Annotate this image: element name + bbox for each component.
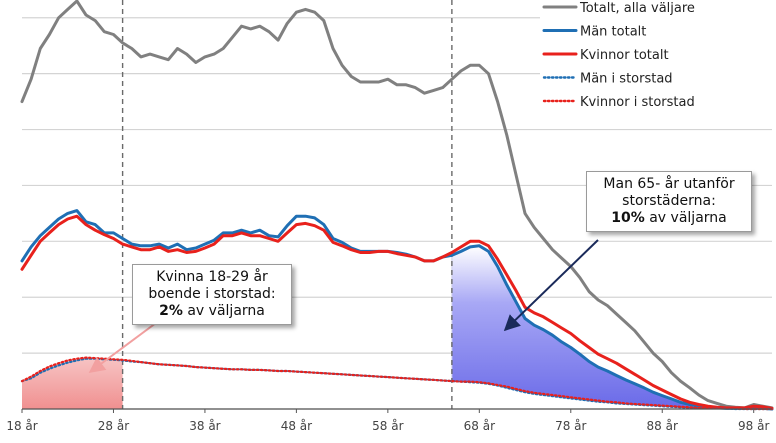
x-tick-label: 18 år: [6, 419, 37, 433]
women-callout-rest: av väljarna: [182, 303, 265, 319]
men-callout-line1: Man 65- år utanför: [603, 176, 735, 192]
vertical-markers: [121, 0, 453, 409]
series-line-kvinnor-i-storstad: [20, 356, 774, 411]
legend-label: Män totalt: [580, 25, 646, 40]
x-tick-label: 98 år: [738, 419, 769, 433]
legend: Totalt, alla väljare Män totalt Kvinnor to…: [540, 0, 776, 113]
x-tick-label: 48 år: [281, 419, 312, 433]
men-callout-rest: av väljarna: [644, 210, 727, 226]
series-lines: [20, 0, 774, 411]
x-tick-label: 58 år: [372, 419, 403, 433]
callout-arrows: [88, 239, 599, 373]
legend-label: Totalt, alla väljare: [579, 1, 695, 16]
x-tick-label: 78 år: [555, 419, 586, 433]
women-callout: Kvinna 18-29 år boende i storstad: 2% av…: [132, 264, 292, 325]
men-callout-percent: 10%: [611, 210, 645, 226]
x-axis: 18 år 28 år 38 år 48 år 58 år 68 år 78 år 88 år…: [6, 408, 772, 433]
women-callout-percent: 2%: [159, 303, 183, 319]
men-callout-line2: storstäderna:: [622, 193, 716, 209]
series-line-totalt-alla-väljare: [20, 0, 774, 410]
men-callout: Man 65- år utanför storstäderna: 10% av …: [586, 171, 752, 232]
x-tick-label: 38 år: [189, 419, 220, 433]
shaded-region-women-18-29: [22, 357, 123, 409]
legend-label: Män i storstad: [580, 72, 673, 87]
women-callout-line2: boende i storstad:: [148, 286, 276, 302]
x-tick-label: 68 år: [464, 419, 495, 433]
legend-label: Kvinnor i storstad: [580, 95, 695, 110]
women-callout-arrow: [88, 319, 161, 373]
legend-background: [540, 0, 776, 113]
series-line-kvinnor-totalt: [20, 214, 774, 410]
legend-label: Kvinnor totalt: [580, 48, 669, 63]
x-tick-label: 88 år: [647, 419, 678, 433]
men-callout-arrow: [503, 239, 599, 332]
x-tick-label: 28 år: [98, 419, 129, 433]
women-callout-line1: Kvinna 18-29 år: [156, 269, 268, 285]
